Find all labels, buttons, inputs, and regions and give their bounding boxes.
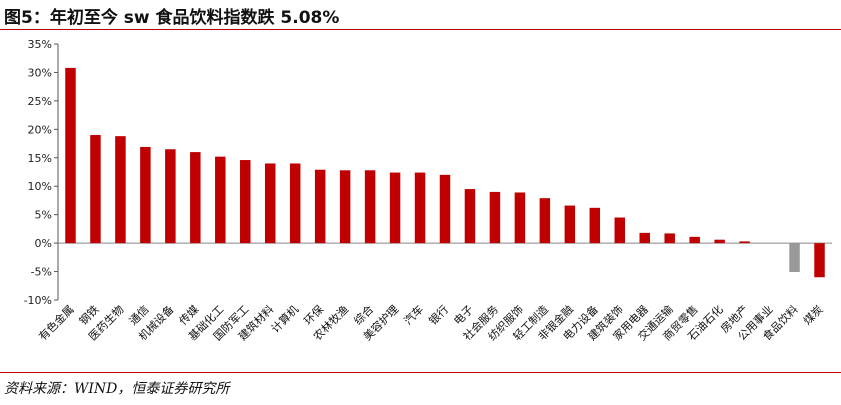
y-tick-label: 25%	[28, 95, 52, 108]
y-tick-label: 0%	[35, 237, 52, 250]
x-tick-label: 煤炭	[801, 303, 826, 328]
bar	[115, 136, 126, 244]
bar	[65, 67, 76, 244]
y-tick-label: 15%	[28, 152, 52, 165]
bar	[539, 198, 551, 244]
bar	[140, 146, 151, 244]
top-rule	[0, 29, 841, 30]
bar	[90, 135, 101, 244]
bar	[614, 217, 626, 244]
bar	[714, 239, 725, 244]
bar	[289, 163, 301, 244]
y-tick-label: 10%	[28, 180, 52, 193]
bar	[314, 169, 326, 244]
bar	[514, 192, 526, 244]
bar	[364, 170, 376, 244]
source-note: 资料来源：WIND，恒泰证券研究所	[4, 381, 230, 397]
bar	[789, 243, 800, 273]
y-tick-label: 30%	[28, 66, 52, 79]
bar	[165, 149, 176, 244]
bar	[589, 207, 601, 244]
bar	[739, 241, 750, 244]
bar	[464, 189, 476, 244]
y-tick-label: -5%	[31, 266, 52, 279]
bar	[215, 156, 226, 244]
bar	[439, 174, 451, 244]
bar	[389, 172, 401, 244]
y-tick-label: -10%	[24, 294, 52, 307]
bar	[639, 232, 650, 244]
bar	[564, 205, 576, 244]
bar	[664, 233, 675, 244]
x-tick-label: 银行	[426, 302, 451, 327]
bar	[240, 160, 251, 244]
y-tick-label: 5%	[35, 209, 52, 222]
bar	[489, 191, 501, 244]
y-tick-label: 35%	[28, 38, 52, 51]
x-tick-label: 有色金属	[36, 302, 77, 343]
bar	[190, 152, 201, 244]
bar-chart: -10%-5%0%5%10%15%20%25%30%35%有色金属 钢铁医药生物通…	[24, 38, 832, 343]
bar	[339, 170, 351, 244]
bar	[414, 172, 426, 244]
y-tick-label: 20%	[28, 123, 52, 136]
bottom-rule	[0, 372, 841, 373]
title-bar: 图5：年初至今 sw 食品饮料指数跌 5.08%	[0, 0, 841, 30]
x-tick-label: 汽车	[401, 302, 426, 327]
figure-title: 图5：年初至今 sw 食品饮料指数跌 5.08%	[4, 8, 340, 28]
x-tick-label: 计算机	[268, 302, 301, 335]
bar	[814, 243, 825, 278]
bar	[264, 163, 276, 244]
bar	[689, 236, 700, 244]
